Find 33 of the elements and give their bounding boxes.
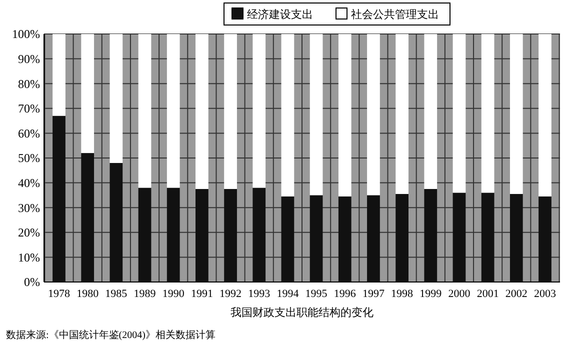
- y-tick-label: 60%: [18, 126, 40, 140]
- x-tick-label: 1995: [305, 288, 328, 300]
- y-tick-label: 40%: [18, 176, 40, 190]
- y-tick-label: 70%: [18, 102, 40, 116]
- y-tick-label: 20%: [18, 226, 40, 240]
- x-tick-label: 1985: [105, 288, 128, 300]
- x-tick-label: 2003: [534, 288, 556, 300]
- y-tick-label: 0%: [24, 275, 40, 290]
- x-tick-label: 1999: [420, 288, 442, 300]
- legend-label: 社会公共管理支出: [351, 8, 439, 21]
- x-tick-label: 1996: [334, 288, 356, 300]
- x-tick-label: 1980: [76, 288, 100, 300]
- x-tick-label: 1998: [391, 288, 414, 300]
- x-tick-label: 1992: [220, 288, 242, 300]
- x-tick-label: 1990: [162, 288, 185, 300]
- x-tick-label: 1993: [248, 288, 271, 300]
- y-tick-label: 100%: [12, 27, 40, 42]
- y-tick-label: 30%: [18, 200, 40, 215]
- legend-label: 经济建设支出: [247, 8, 313, 21]
- y-tick-label: 50%: [18, 151, 40, 166]
- x-tick-label: 1978: [48, 288, 71, 300]
- y-tick-label: 10%: [18, 250, 40, 264]
- x-tick-label: 2001: [476, 288, 499, 300]
- x-tick-label: 2000: [448, 288, 471, 300]
- x-tick-label: 1997: [362, 288, 385, 300]
- x-tick-label: 1991: [190, 288, 213, 300]
- x-tick-label: 1994: [276, 288, 300, 300]
- y-tick-label: 80%: [18, 76, 40, 91]
- source-note: 数据来源:《中国统计年鉴(2004)》相关数据计算: [6, 329, 216, 341]
- y-tick-label: 90%: [18, 52, 40, 66]
- x-tick-label: 1989: [134, 288, 156, 300]
- x-tick-label: 2002: [505, 288, 528, 300]
- x-axis-title: 我国财政支出职能结构的变化: [230, 306, 374, 319]
